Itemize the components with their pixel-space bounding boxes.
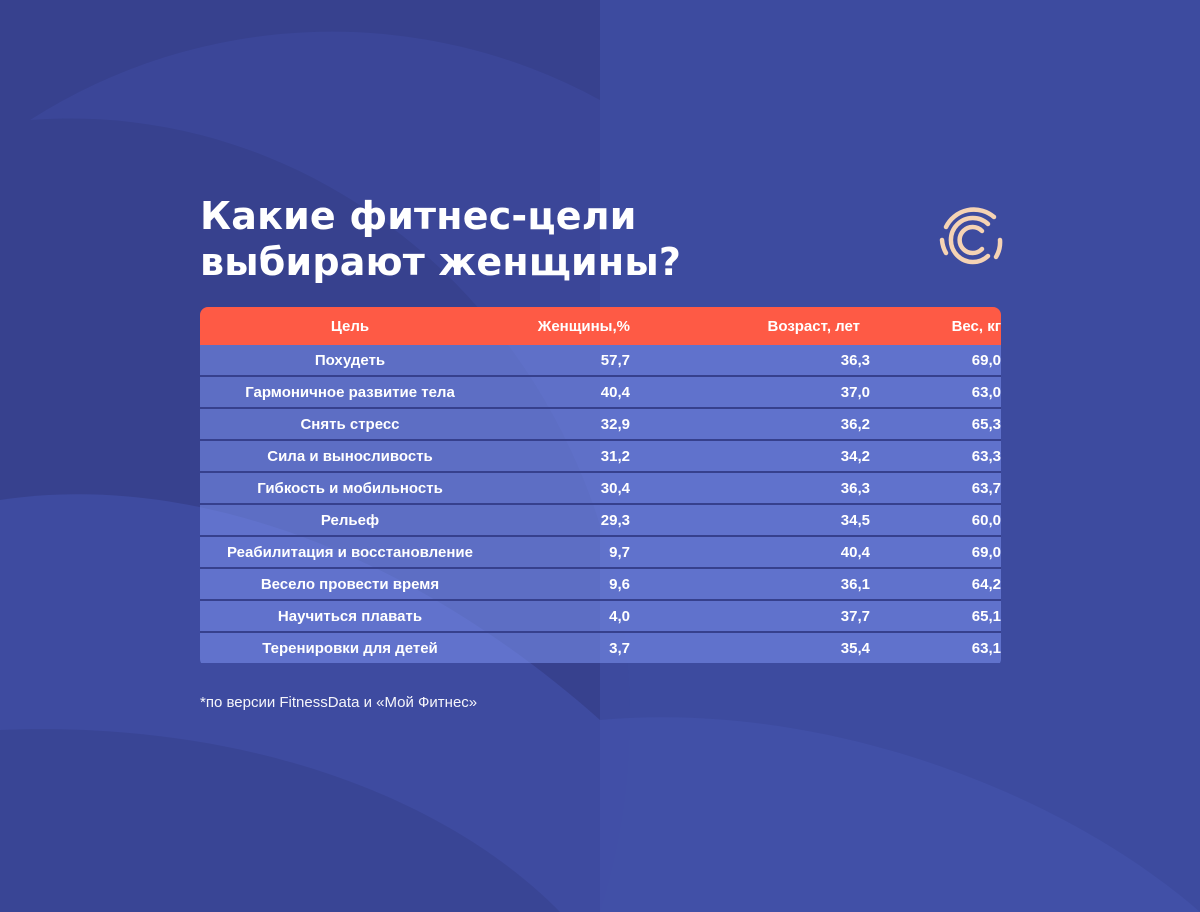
goal-cell: Сила и выносливость bbox=[267, 447, 433, 465]
goal-cell: Рельеф bbox=[320, 511, 380, 529]
table-row: Реабилитация и восстановление 9,7 40,4 6… bbox=[200, 537, 1001, 569]
age-cell: 37,7 bbox=[840, 607, 870, 625]
header-goal: Цель bbox=[330, 317, 370, 335]
age-cell: 34,2 bbox=[840, 447, 870, 465]
weight-cell: 63,1 bbox=[971, 639, 1001, 657]
weight-cell: 63,0 bbox=[971, 383, 1001, 401]
header-age: Возраст, лет bbox=[767, 317, 860, 335]
women-percent-cell: 9,7 bbox=[609, 543, 630, 561]
table-row: Теренировки для детей 3,7 35,4 63,1 bbox=[200, 633, 1001, 663]
weight-cell: 65,1 bbox=[971, 607, 1001, 625]
goal-cell: Научиться плавать bbox=[277, 607, 423, 625]
women-percent-cell: 29,3 bbox=[600, 511, 630, 529]
goal-cell: Реабилитация и восстановление bbox=[227, 543, 473, 561]
goal-cell: Похудеть bbox=[314, 351, 386, 369]
table-header-row: Цель Женщины,% Возраст, лет Вес, кг bbox=[200, 307, 1001, 345]
weight-cell: 64,2 bbox=[971, 575, 1001, 593]
women-percent-cell: 9,6 bbox=[609, 575, 630, 593]
women-percent-cell: 57,7 bbox=[600, 351, 630, 369]
age-cell: 35,4 bbox=[840, 639, 870, 657]
title-line-1: Какие фитнес-цели bbox=[200, 194, 637, 238]
title-line-2: выбирают женщины? bbox=[200, 240, 682, 284]
goal-cell: Весело провести время bbox=[260, 575, 440, 593]
age-cell: 34,5 bbox=[840, 511, 870, 529]
women-percent-cell: 31,2 bbox=[600, 447, 630, 465]
women-percent-cell: 32,9 bbox=[600, 415, 630, 433]
bg-arc-top-left bbox=[30, 31, 630, 912]
women-percent-cell: 3,7 bbox=[609, 639, 630, 657]
weight-cell: 63,3 bbox=[971, 447, 1001, 465]
goal-cell: Гармоничное развитие тела bbox=[245, 383, 455, 401]
header-weight: Вес, кг bbox=[951, 317, 1001, 335]
age-cell: 40,4 bbox=[840, 543, 870, 561]
weight-cell: 69,0 bbox=[971, 351, 1001, 369]
weight-cell: 69,0 bbox=[971, 543, 1001, 561]
header-women-percent: Женщины,% bbox=[537, 317, 630, 335]
table-row: Гибкость и мобильность 30,4 36,3 63,7 bbox=[200, 473, 1001, 505]
women-percent-cell: 30,4 bbox=[600, 479, 630, 497]
table-row: Гармоничное развитие тела 40,4 37,0 63,0 bbox=[200, 377, 1001, 409]
table-row: Похудеть 57,7 36,3 69,0 bbox=[200, 345, 1001, 377]
bg-bottom-band bbox=[0, 729, 560, 912]
source-footnote: *по версии FitnessData и «Мой Фитнес» bbox=[200, 694, 478, 711]
bg-lower-right-wave bbox=[600, 717, 1200, 912]
concentric-c-logo-icon bbox=[939, 207, 1003, 265]
table-row: Весело провести время 9,6 36,1 64,2 bbox=[200, 569, 1001, 601]
table-row: Снять стресс 32,9 36,2 65,3 bbox=[200, 409, 1001, 441]
goal-cell: Гибкость и мобильность bbox=[257, 479, 443, 497]
age-cell: 36,3 bbox=[840, 351, 870, 369]
page-title: Какие фитнес-цели выбирают женщины? bbox=[200, 193, 681, 285]
goal-cell: Снять стресс bbox=[300, 415, 400, 433]
table-row: Научиться плавать 4,0 37,7 65,1 bbox=[200, 601, 1001, 633]
age-cell: 37,0 bbox=[840, 383, 870, 401]
goal-cell: Теренировки для детей bbox=[262, 639, 438, 657]
goals-table: Цель Женщины,% Возраст, лет Вес, кг Поху… bbox=[200, 307, 1001, 667]
age-cell: 36,2 bbox=[840, 415, 870, 433]
table-row: Сила и выносливость 31,2 34,2 63,3 bbox=[200, 441, 1001, 473]
age-cell: 36,3 bbox=[840, 479, 870, 497]
women-percent-cell: 4,0 bbox=[609, 607, 630, 625]
age-cell: 36,1 bbox=[840, 575, 870, 593]
weight-cell: 60,0 bbox=[971, 511, 1001, 529]
women-percent-cell: 40,4 bbox=[600, 383, 630, 401]
weight-cell: 63,7 bbox=[971, 479, 1001, 497]
weight-cell: 65,3 bbox=[971, 415, 1001, 433]
table-row: Рельеф 29,3 34,5 60,0 bbox=[200, 505, 1001, 537]
